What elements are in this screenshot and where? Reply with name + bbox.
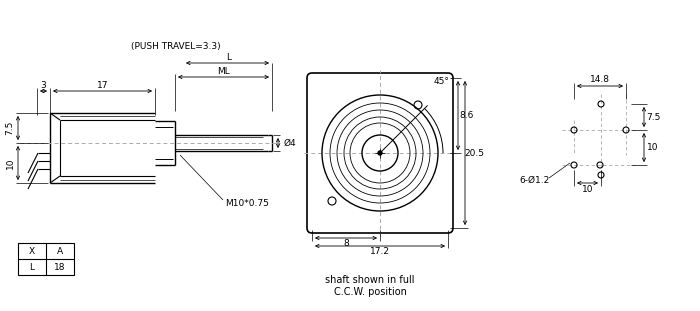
Text: M10*0.75: M10*0.75 — [225, 198, 269, 207]
Text: 10: 10 — [648, 143, 659, 152]
Text: 8: 8 — [343, 239, 349, 248]
Bar — [18, 243, 74, 275]
Text: 17: 17 — [97, 81, 108, 90]
Text: 7.5: 7.5 — [646, 113, 660, 122]
Text: 20.5: 20.5 — [464, 148, 484, 157]
Text: Ø4: Ø4 — [284, 138, 296, 147]
Text: 8.6: 8.6 — [460, 111, 474, 120]
Text: 10: 10 — [582, 185, 594, 194]
Text: shaft shown in full
C.C.W. position: shaft shown in full C.C.W. position — [326, 275, 414, 297]
Text: 6-Ø1.2: 6-Ø1.2 — [519, 175, 550, 184]
Text: 10: 10 — [6, 157, 15, 169]
Text: 14.8: 14.8 — [590, 75, 610, 83]
Text: 3: 3 — [41, 81, 46, 90]
Text: X: X — [29, 247, 35, 256]
Circle shape — [378, 151, 382, 155]
Text: A: A — [57, 247, 63, 256]
Text: L: L — [226, 53, 231, 62]
Text: 18: 18 — [55, 262, 66, 272]
FancyBboxPatch shape — [307, 73, 453, 233]
Text: (PUSH TRAVEL=3.3): (PUSH TRAVEL=3.3) — [131, 43, 220, 52]
Text: ML: ML — [217, 67, 230, 76]
Text: L: L — [29, 262, 34, 272]
Text: 45°: 45° — [434, 77, 450, 86]
Text: 17.2: 17.2 — [370, 248, 390, 257]
Text: 7.5: 7.5 — [6, 121, 15, 135]
